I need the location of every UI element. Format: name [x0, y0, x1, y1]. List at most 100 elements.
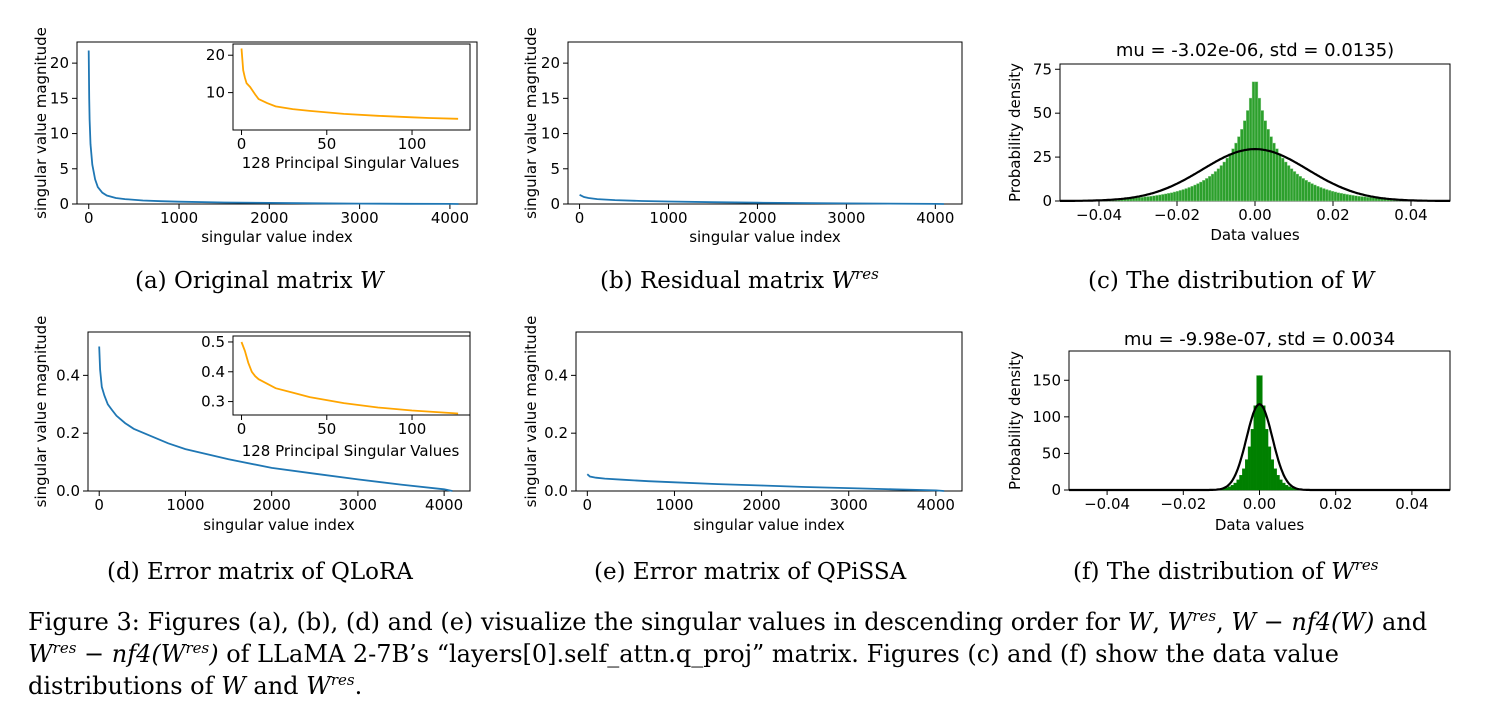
histogram-bar [1205, 178, 1209, 202]
histogram-bar [1184, 188, 1188, 202]
normal-fit-curve [1060, 148, 1450, 202]
histogram-bar [1256, 375, 1260, 491]
y-tick-label: 0.2 [56, 424, 80, 442]
histogram-bar [1240, 129, 1244, 202]
histogram-bar [1278, 153, 1282, 202]
histogram-bar [1228, 153, 1232, 202]
y-tick-label: 0.2 [544, 424, 568, 442]
y-tick-label: 15 [541, 89, 560, 107]
x-tick-label: 4000 [917, 496, 955, 514]
histogram-bar [1266, 129, 1270, 202]
histogram-bar [1265, 429, 1269, 491]
histogram-bar [1207, 176, 1212, 202]
histogram-bar [1231, 148, 1235, 202]
x-axis-label: Data values [1215, 516, 1305, 534]
x-tick-label: 0 [237, 135, 247, 153]
histogram-bar [1167, 193, 1171, 202]
histogram-bar [1285, 485, 1289, 491]
histogram-bar [1216, 168, 1221, 202]
histogram-bar [1152, 195, 1156, 202]
figure-caption: Figure 3: Figures (a), (b), (d) and (e) … [28, 607, 1428, 700]
histogram-bar [1295, 173, 1300, 202]
x-axis-label: singular value index [203, 516, 355, 534]
x-tick-label: 2000 [250, 209, 288, 227]
histogram-bar [1333, 191, 1338, 202]
x-tick-label: 3000 [830, 496, 868, 514]
histogram-bar [1342, 193, 1346, 202]
histogram-bar [1365, 196, 1370, 202]
histogram-bar [1225, 157, 1229, 202]
histogram-bar [1282, 482, 1286, 491]
y-tick-label: 50 [1033, 104, 1052, 122]
y-axis-label: singular value magnitude [522, 27, 540, 219]
histogram-bar [1233, 482, 1237, 491]
chart-title: mu = -9.98e-07, std = 0.0034 [1124, 329, 1395, 350]
histogram-bar [1143, 196, 1147, 202]
subcaption-c: (c) The distribution of W [1088, 268, 1375, 294]
y-tick-label: 0.5 [201, 333, 225, 351]
series-line [98, 346, 453, 492]
subcaption-d: (d) Error matrix of QLoRA [107, 559, 413, 585]
x-tick-label: 100 [398, 420, 427, 438]
x-tick-label: 1000 [160, 209, 198, 227]
histogram-bar [1281, 157, 1285, 202]
x-tick-label: 0 [84, 209, 94, 227]
x-axis-label: singular value index [693, 516, 845, 534]
histogram-bar [1213, 171, 1218, 202]
panel-c-chart: −0.04 −0.02 0.00 0.02 0.04 0 25 50 75 mu = -3.02e… [1006, 40, 1451, 244]
histogram-bar [1242, 468, 1246, 491]
histogram-bar [1260, 110, 1264, 202]
histogram-bar [1193, 184, 1197, 202]
plot-frame [575, 331, 963, 492]
histogram-bar [1237, 136, 1241, 202]
y-axis-label: singular value magnitude [522, 316, 540, 508]
x-tick-label: −0.02 [1160, 495, 1206, 513]
x-tick-label: 3000 [339, 496, 377, 514]
histogram-bar [1348, 194, 1352, 202]
histogram-bar [1178, 190, 1183, 202]
x-tick-label: 1000 [649, 209, 687, 227]
x-tick-label: 0.04 [1395, 495, 1428, 513]
x-tick-label: 0 [575, 209, 585, 227]
histogram-bar [1357, 195, 1361, 202]
x-tick-label: 0.04 [1394, 206, 1427, 224]
x-tick-label: 2000 [738, 209, 776, 227]
y-tick-label: 5 [550, 160, 560, 178]
histogram-bar [1146, 196, 1150, 202]
histogram-bar [1246, 110, 1250, 202]
histogram-bar [1155, 195, 1159, 202]
y-axis-label: Probability density [1006, 351, 1024, 490]
histogram-bar [1322, 188, 1326, 202]
histogram-bar [1276, 475, 1280, 491]
y-axis-label: Probability density [1006, 63, 1024, 202]
x-tick-label: 3000 [341, 209, 379, 227]
y-tick-label: 0.4 [56, 366, 80, 384]
inset-series-line [240, 341, 459, 415]
histogram-bar [1169, 192, 1174, 202]
y-tick-label: 10 [50, 125, 69, 143]
y-tick-label: 10 [206, 84, 225, 102]
x-tick-label: 4000 [431, 209, 469, 227]
histogram-bar [1137, 197, 1142, 202]
panel-f-chart: −0.04 −0.02 0.00 0.02 0.04 0 50 100 150 mu = -9.9… [1006, 329, 1451, 534]
x-axis-label: singular value index [201, 228, 353, 246]
x-tick-label: −0.04 [1084, 495, 1130, 513]
histogram-bar [1172, 191, 1177, 202]
y-tick-label: 0.4 [201, 363, 225, 381]
histogram-bar [1253, 405, 1257, 491]
subcaption-b: (b) Residual matrix Wres [600, 265, 879, 295]
histogram-bar [1263, 120, 1267, 202]
histogram-bar [1219, 165, 1224, 202]
subcaption-e: (e) Error matrix of QPiSSA [594, 559, 907, 585]
histogram-bar [1286, 165, 1291, 202]
histogram-bar [1269, 136, 1273, 202]
histogram-bar [1187, 187, 1191, 202]
normal-fit-curve [1069, 403, 1450, 492]
subcaption-f: (f) The distribution of Wres [1073, 556, 1379, 586]
inset-x-axis-label: 128 Principal Singular Values [242, 442, 460, 460]
subcaption-a: (a) Original matrix W [135, 268, 384, 294]
x-tick-label: 1000 [166, 496, 204, 514]
histogram-bar [1319, 187, 1323, 202]
histogram-bar [1327, 190, 1332, 202]
